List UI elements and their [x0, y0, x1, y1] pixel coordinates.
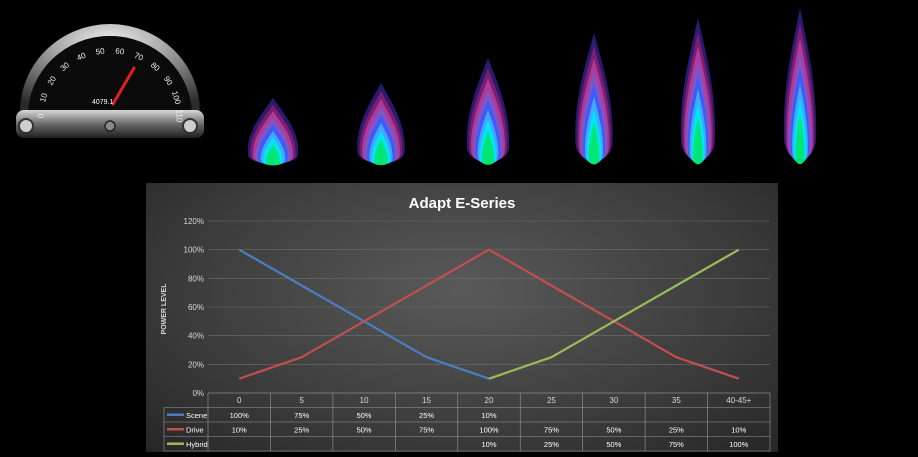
data-label: 25% — [419, 411, 434, 420]
x-category-label: 5 — [299, 396, 304, 405]
legend-label-hybrid: Hybrid — [186, 440, 208, 449]
x-category-label: 20 — [485, 396, 494, 405]
y-tick-label: 40% — [188, 332, 204, 341]
flame-icon — [575, 33, 612, 164]
series-line-scene — [239, 250, 489, 379]
data-label: 50% — [357, 425, 372, 434]
series-line-drive — [239, 250, 739, 379]
data-label: 50% — [606, 440, 621, 449]
chart-gridlines — [208, 221, 770, 393]
data-table: 0 5 10 15 20 25 30 35 40-45+ Scene 100% 75% 50% 25% 10… — [164, 393, 770, 451]
speedometer-right-bolt — [183, 119, 197, 133]
data-label: 25% — [544, 440, 559, 449]
chart-panel: Adapt E-Series 0% 20% 40% 60% 80% 100% 120% PO… — [146, 183, 778, 452]
x-category-label: 15 — [422, 396, 431, 405]
y-tick-label: 80% — [188, 274, 204, 283]
data-label: 100% — [479, 425, 499, 434]
flame-icon — [681, 18, 715, 164]
x-category-label: 25 — [547, 396, 556, 405]
data-label: 10% — [731, 425, 746, 434]
y-tick-label: 100% — [184, 246, 204, 255]
y-axis-ticks: 0% 20% 40% 60% 80% 100% 120% — [184, 217, 204, 398]
legend-label-scene: Scene — [186, 411, 207, 420]
x-category-label: 35 — [672, 396, 681, 405]
chart: Adapt E-Series 0% 20% 40% 60% 80% 100% 120% PO… — [146, 183, 778, 452]
flame-strip — [248, 8, 816, 165]
y-tick-label: 0% — [192, 389, 204, 398]
speedometer-odometer: 4079.1 — [92, 99, 114, 106]
flame-icon — [248, 98, 299, 165]
speedometer-center-knob — [105, 121, 115, 131]
y-tick-label: 120% — [184, 217, 204, 226]
flame-icon — [784, 8, 816, 164]
x-category-label: 40-45+ — [726, 396, 751, 405]
data-label: 75% — [669, 440, 684, 449]
data-label: 50% — [357, 411, 372, 420]
data-label: 100% — [230, 411, 250, 420]
data-label: 10% — [481, 411, 496, 420]
chart-title: Adapt E-Series — [409, 195, 516, 212]
x-category-label: 0 — [237, 396, 242, 405]
x-category-label: 30 — [609, 396, 618, 405]
data-label: 10% — [232, 425, 247, 434]
data-label: 75% — [294, 411, 309, 420]
data-label: 25% — [294, 425, 309, 434]
speedometer-scale-number: 110 — [175, 110, 184, 123]
series-line-hybrid — [489, 250, 739, 379]
data-label: 75% — [544, 425, 559, 434]
data-label: 25% — [669, 425, 684, 434]
x-category-label: 10 — [360, 396, 369, 405]
data-label: 10% — [481, 440, 496, 449]
y-tick-label: 20% — [188, 360, 204, 369]
legend-label-drive: Drive — [186, 425, 204, 434]
flame-icon — [467, 58, 509, 165]
data-label: 50% — [606, 425, 621, 434]
speedometer-left-bolt — [19, 119, 33, 133]
chart-series — [239, 250, 739, 379]
data-label: 75% — [419, 425, 434, 434]
speedometer-scale-number: 0 — [37, 113, 46, 118]
data-label: 100% — [729, 440, 749, 449]
y-tick-label: 60% — [188, 303, 204, 312]
y-axis-label: POWER LEVEL — [161, 283, 168, 335]
flame-icon — [357, 83, 405, 165]
